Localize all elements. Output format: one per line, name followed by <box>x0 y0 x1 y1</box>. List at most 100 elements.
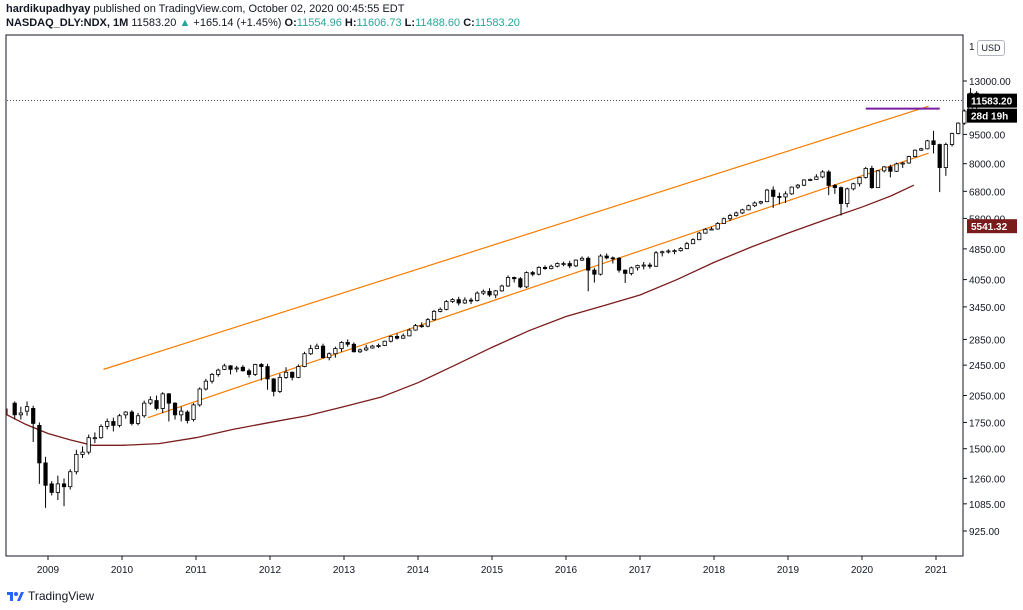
candle[interactable] <box>191 403 196 422</box>
candle[interactable] <box>296 364 301 379</box>
candle[interactable] <box>123 411 128 419</box>
candle[interactable] <box>666 249 671 254</box>
currency-badge[interactable]: USD <box>977 40 1005 56</box>
candle[interactable] <box>18 406 23 420</box>
candle[interactable] <box>185 410 190 424</box>
candle[interactable] <box>333 346 338 358</box>
candle[interactable] <box>129 410 134 426</box>
candle[interactable] <box>419 322 424 328</box>
candle[interactable] <box>826 170 831 196</box>
candle[interactable] <box>49 481 54 496</box>
candle[interactable] <box>450 298 455 303</box>
candle[interactable] <box>55 475 60 500</box>
candle[interactable] <box>111 417 116 432</box>
candle[interactable] <box>172 402 178 420</box>
candle[interactable] <box>635 264 640 271</box>
candle[interactable] <box>512 276 517 283</box>
candle[interactable] <box>783 191 788 203</box>
candle[interactable] <box>801 179 807 187</box>
candle[interactable] <box>382 340 387 347</box>
candle[interactable] <box>715 221 720 230</box>
candle[interactable] <box>320 343 326 359</box>
candle[interactable] <box>752 201 757 208</box>
candle[interactable] <box>623 269 628 283</box>
candle[interactable] <box>216 368 221 377</box>
candle[interactable] <box>919 147 924 151</box>
candle[interactable] <box>142 400 147 418</box>
candle[interactable] <box>949 132 955 147</box>
candle[interactable] <box>117 413 122 428</box>
candle[interactable] <box>394 333 400 340</box>
channel-upper-line[interactable] <box>103 105 929 370</box>
candle[interactable] <box>937 143 942 193</box>
candle[interactable] <box>80 446 85 459</box>
brand-name[interactable]: TradingView <box>28 589 95 603</box>
candle[interactable] <box>900 161 905 168</box>
candle[interactable] <box>573 259 578 268</box>
candle[interactable] <box>98 424 104 439</box>
candle[interactable] <box>68 469 73 490</box>
candle[interactable] <box>808 178 813 182</box>
candle[interactable] <box>259 363 264 381</box>
candle[interactable] <box>203 378 208 391</box>
candle[interactable] <box>12 401 17 420</box>
candle[interactable] <box>764 188 770 203</box>
candle[interactable] <box>493 289 498 299</box>
candle[interactable] <box>425 318 430 328</box>
candle[interactable] <box>24 401 30 416</box>
candle[interactable] <box>888 164 893 178</box>
candle[interactable] <box>925 139 930 150</box>
candle[interactable] <box>475 291 480 302</box>
candle[interactable] <box>179 406 184 422</box>
candle[interactable] <box>530 270 535 277</box>
candle[interactable] <box>906 155 911 164</box>
candle[interactable] <box>407 328 412 337</box>
candle[interactable] <box>505 275 511 287</box>
candle[interactable] <box>499 284 504 292</box>
candle[interactable] <box>487 288 492 297</box>
candle[interactable] <box>154 395 159 411</box>
candle[interactable] <box>875 170 881 189</box>
candle[interactable] <box>697 231 702 241</box>
candle[interactable] <box>863 166 868 179</box>
candle[interactable] <box>327 352 332 361</box>
candle[interactable] <box>314 343 319 350</box>
candle[interactable] <box>148 396 153 405</box>
candle[interactable] <box>222 363 227 371</box>
candle[interactable] <box>86 434 91 455</box>
candle[interactable] <box>135 412 141 426</box>
candle[interactable] <box>709 226 714 231</box>
candle[interactable] <box>894 162 899 172</box>
candle[interactable] <box>758 200 763 205</box>
candle[interactable] <box>845 187 850 208</box>
candle[interactable] <box>777 192 782 205</box>
candle[interactable] <box>629 266 634 276</box>
candle[interactable] <box>604 253 609 260</box>
candle[interactable] <box>721 217 726 224</box>
candle[interactable] <box>456 296 461 306</box>
candle[interactable] <box>740 208 745 215</box>
candle[interactable] <box>228 365 233 375</box>
candle[interactable] <box>339 341 344 352</box>
countdown-tag[interactable]: 28d 19h <box>967 108 1017 123</box>
candle[interactable] <box>308 344 313 356</box>
candle[interactable] <box>727 213 733 222</box>
candle[interactable] <box>610 256 615 264</box>
candle[interactable] <box>376 343 381 348</box>
candle[interactable] <box>832 183 837 194</box>
candle[interactable] <box>549 264 554 270</box>
candle[interactable] <box>684 241 689 250</box>
candle[interactable] <box>401 333 406 339</box>
candle[interactable] <box>672 249 677 255</box>
candle[interactable] <box>771 186 776 208</box>
candle[interactable] <box>690 238 696 245</box>
candle[interactable] <box>431 309 437 321</box>
candle[interactable] <box>820 170 825 179</box>
candle[interactable] <box>438 307 443 313</box>
candle[interactable] <box>283 367 289 379</box>
candle[interactable] <box>31 405 36 443</box>
candle[interactable] <box>209 372 215 384</box>
candle[interactable] <box>789 186 794 195</box>
candle[interactable] <box>234 365 239 373</box>
